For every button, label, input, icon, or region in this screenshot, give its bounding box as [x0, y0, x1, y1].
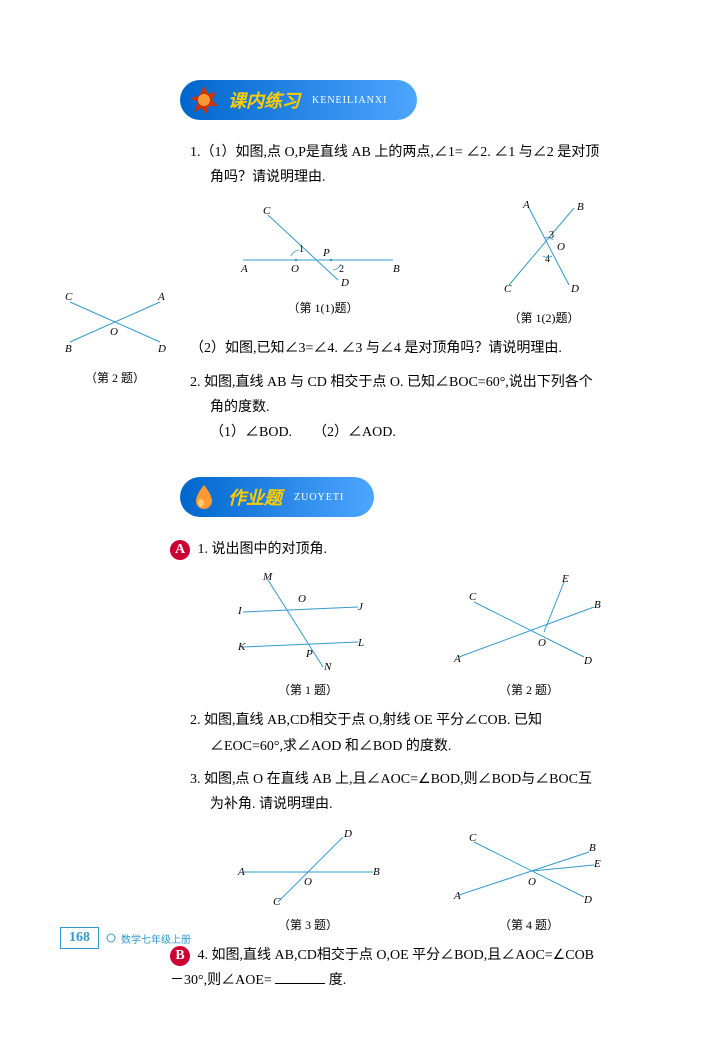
- svg-text:J: J: [358, 601, 364, 613]
- svg-text:B: B: [65, 343, 72, 355]
- svg-text:A: A: [157, 291, 165, 303]
- q1-diagram2: A B O C D 3 4 （第 1(2)题）: [479, 200, 609, 326]
- hw3-fig: A D O B C （第 3 题）: [228, 827, 388, 933]
- q2-side-diagram: C A O B D （第 2 题）: [60, 290, 170, 386]
- svg-text:E: E: [561, 573, 569, 585]
- hw1-fig2: C E B O A D （第 2 题）: [444, 572, 614, 698]
- svg-text:B: B: [589, 842, 596, 854]
- svg-text:D: D: [340, 277, 349, 289]
- section2-subtitle: ZUOYETI: [294, 492, 344, 503]
- svg-text:3: 3: [549, 230, 554, 241]
- q1-part1: 1.（1）如图,点 O,P是直线 AB 上的两点,∠1= ∠2. ∠1 与∠2 …: [190, 140, 602, 190]
- svg-text:C: C: [273, 896, 281, 907]
- hw34-diagrams: A D O B C （第 3 题） C B E O A D （第 4 题）: [200, 827, 642, 933]
- drop-icon: [188, 481, 220, 513]
- svg-text:D: D: [157, 343, 166, 355]
- hw4-block: B 4. 如图,直线 AB,CD相交于点 O,OE 平分∠BOD,且∠AOC=∠…: [170, 943, 602, 993]
- svg-text:C: C: [65, 291, 73, 303]
- section1-header: 课内练习 KENEILIANXI: [180, 80, 417, 120]
- q1-diagrams: C A O P B D 1 2 （第 1(1)题） A B O C D: [200, 200, 642, 326]
- section2-header: 作业题 ZUOYETI: [180, 477, 374, 517]
- svg-text:O: O: [557, 241, 565, 253]
- svg-text:B: B: [577, 201, 584, 213]
- hw1-fig1-svg: M O I J K P L N: [228, 572, 388, 672]
- blank-fill: [275, 983, 325, 984]
- svg-text:A: A: [522, 200, 530, 211]
- svg-text:C: C: [504, 283, 512, 295]
- svg-text:O: O: [304, 876, 312, 888]
- svg-text:D: D: [343, 828, 352, 840]
- section1-title: 课内练习: [228, 87, 300, 113]
- q2-block: 2. 如图,直线 AB 与 CD 相交于点 O. 已知∠BOC=60°,说出下列…: [190, 370, 602, 446]
- hw3-fig-svg: A D O B C: [228, 827, 388, 907]
- sun-icon: [188, 84, 220, 116]
- svg-text:A: A: [240, 263, 248, 275]
- svg-text:O: O: [298, 593, 306, 605]
- q1-part2: （2）如图,已知∠3=∠4. ∠3 与∠4 是对顶角吗？请说明理由.: [190, 336, 602, 361]
- svg-text:A: A: [453, 653, 461, 665]
- footer-decor: [105, 932, 117, 944]
- page-number: 168: [60, 927, 99, 949]
- section2-title: 作业题: [228, 484, 282, 510]
- svg-text:D: D: [583, 655, 592, 667]
- page-footer: 168 数学七年级上册: [60, 927, 191, 949]
- svg-text:O: O: [291, 263, 299, 275]
- svg-text:K: K: [237, 641, 246, 653]
- svg-text:A: A: [237, 866, 245, 878]
- hw1-block: A 1. 说出图中的对顶角.: [170, 537, 602, 562]
- footer-text: 数学七年级上册: [121, 931, 191, 946]
- badge-a: A: [170, 540, 190, 560]
- svg-text:2: 2: [339, 264, 344, 275]
- svg-text:P: P: [305, 648, 313, 660]
- hw1-diagrams: M O I J K P L N （第 1 题） C E B O A D: [200, 572, 642, 698]
- svg-text:B: B: [594, 599, 601, 611]
- svg-text:I: I: [237, 605, 243, 617]
- svg-text:4: 4: [545, 254, 550, 265]
- page-content: 课内练习 KENEILIANXI 1.（1）如图,点 O,P是直线 AB 上的两…: [0, 0, 702, 1041]
- svg-text:B: B: [373, 866, 380, 878]
- svg-text:D: D: [570, 283, 579, 295]
- q1-diagram1: C A O P B D 1 2 （第 1(1)题）: [233, 200, 413, 326]
- svg-text:B: B: [393, 263, 400, 275]
- svg-text:D: D: [583, 894, 592, 906]
- svg-text:E: E: [593, 858, 601, 870]
- hw4-fig: C B E O A D （第 4 题）: [444, 827, 614, 933]
- q1-fig2-svg: A B O C D 3 4: [479, 200, 609, 300]
- hw2-block: 2. 如图,直线 AB,CD相交于点 O,射线 OE 平分∠COB. 已知∠EO…: [190, 708, 602, 758]
- svg-text:C: C: [469, 591, 477, 603]
- svg-text:L: L: [357, 637, 364, 649]
- hw1-fig2-svg: C E B O A D: [444, 572, 614, 672]
- hw1-fig1: M O I J K P L N （第 1 题）: [228, 572, 388, 698]
- svg-text:O: O: [110, 326, 118, 338]
- svg-text:A: A: [453, 890, 461, 902]
- svg-text:M: M: [262, 572, 273, 583]
- svg-text:O: O: [538, 637, 546, 649]
- hw4-fig-svg: C B E O A D: [444, 827, 614, 907]
- svg-text:1: 1: [299, 244, 304, 255]
- section1-subtitle: KENEILIANXI: [312, 95, 387, 106]
- svg-text:O: O: [528, 876, 536, 888]
- svg-text:P: P: [322, 247, 330, 259]
- svg-text:N: N: [323, 661, 332, 672]
- svg-text:C: C: [263, 205, 271, 217]
- q1-fig1-svg: C A O P B D 1 2: [233, 200, 413, 290]
- q2-fig-svg: C A O B D: [60, 290, 170, 360]
- svg-text:C: C: [469, 832, 477, 844]
- hw3-block: 3. 如图,点 O 在直线 AB 上,且∠AOC=∠BOD,则∠BOD与∠BOC…: [190, 767, 602, 817]
